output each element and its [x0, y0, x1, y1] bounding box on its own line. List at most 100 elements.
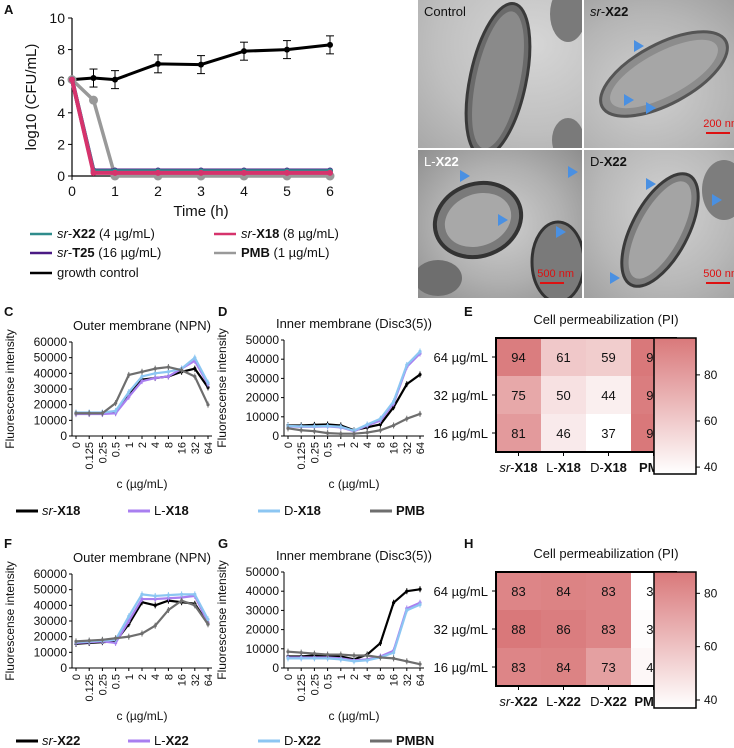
- data-point: [114, 641, 118, 645]
- heatmap-row-label: 16 µg/mL: [434, 660, 488, 675]
- heatmap-title: Cell permeabilization (PI): [533, 312, 678, 327]
- heatmap-value: 83: [511, 584, 525, 599]
- xtick-label: 0.125: [84, 674, 96, 702]
- micrograph-label: sr-X22: [590, 4, 629, 19]
- data-point: [405, 589, 409, 593]
- data-point: [418, 349, 422, 354]
- heatmap-col-label: L-X18: [546, 460, 581, 475]
- data-point: [153, 624, 157, 628]
- heatmap-value: 86: [556, 622, 570, 637]
- data-point: [405, 382, 409, 386]
- panel-letter-C: C: [4, 304, 14, 319]
- panel-letter-G: G: [218, 536, 228, 551]
- bacterium-cell: [550, 0, 582, 42]
- xtick-label: 4: [362, 442, 374, 448]
- heatmap-value: 84: [556, 660, 570, 675]
- data-point: [166, 593, 170, 597]
- data-point: [392, 405, 396, 409]
- data-point: [74, 411, 78, 415]
- legend-label: D-X22: [284, 733, 321, 748]
- ytick-label: 30000: [246, 603, 280, 617]
- data-point: [312, 652, 316, 656]
- ytick-label: 40000: [246, 352, 280, 366]
- scale-label: 500 nm: [537, 268, 574, 280]
- data-point: [286, 656, 290, 661]
- a-ytick-label: 2: [57, 136, 65, 152]
- data-point: [418, 372, 422, 377]
- label-part: D-: [284, 503, 298, 518]
- bacterium-cell: [552, 118, 582, 148]
- a-data-point: [112, 169, 118, 176]
- xlabel: c (µg/mL): [117, 709, 168, 723]
- colorbar-tick-label: 40: [704, 693, 718, 707]
- micrograph-drawing: [599, 30, 729, 118]
- micrograph-label: Control: [424, 4, 466, 19]
- heatmap-col-label: D-X22: [590, 694, 627, 709]
- a-legend-label: sr-T25 (16 µg/mL): [57, 245, 161, 260]
- label-part: X22: [515, 694, 538, 709]
- label-part: D-: [590, 694, 604, 709]
- data-point: [87, 638, 91, 643]
- data-point: [352, 659, 356, 663]
- xtick-label: 32: [190, 674, 202, 686]
- ytick-label: 30000: [34, 382, 68, 396]
- data-point: [140, 592, 144, 596]
- arrow-marker: [498, 214, 508, 226]
- data-point: [140, 379, 144, 383]
- heatmap-row-label: 64 µg/mL: [434, 584, 488, 599]
- label-part: X18: [166, 503, 189, 518]
- bacterium-cytoplasm: [628, 181, 692, 279]
- data-point: [299, 656, 303, 661]
- a-ytick-label: 8: [57, 42, 65, 58]
- heatmap-cell: [541, 376, 586, 414]
- data-point: [312, 429, 316, 433]
- bacterium-cytoplasm: [444, 192, 512, 248]
- label-part: PMB: [396, 503, 425, 518]
- heatmap-value: 37: [601, 426, 615, 441]
- label-part: -: [252, 226, 256, 241]
- data-point: [166, 596, 170, 600]
- panel-letter-D: D: [218, 304, 227, 319]
- ytick-label: 30000: [34, 614, 68, 628]
- heatmap-cell: [541, 572, 586, 610]
- data-point: [153, 594, 157, 598]
- xtick-label: 64: [203, 442, 215, 454]
- data-point: [180, 595, 184, 600]
- xtick-label: 4: [150, 442, 162, 448]
- data-point: [286, 426, 290, 430]
- ylabel: Fluorescense intensity: [3, 561, 17, 680]
- xtick-label: 16: [177, 674, 189, 686]
- label-part: (8 µg/mL): [279, 226, 339, 241]
- xtick-label: 4: [150, 674, 162, 680]
- label-part: D-: [284, 733, 298, 748]
- data-point: [352, 653, 356, 658]
- data-point: [114, 636, 118, 640]
- data-point: [193, 374, 197, 379]
- data-point: [392, 656, 396, 661]
- data-point: [114, 409, 118, 413]
- data-point: [378, 655, 382, 660]
- xlabel: c (µg/mL): [329, 477, 380, 491]
- a-ytick-label: 4: [57, 105, 65, 121]
- xtick-label: 64: [415, 674, 427, 686]
- xtick-label: 0: [283, 674, 295, 680]
- label-part: X22: [558, 694, 581, 709]
- data-point: [352, 429, 356, 433]
- heatmap-value: 59: [601, 350, 615, 365]
- xtick-label: 32: [402, 442, 414, 454]
- bacterium-cell: [418, 260, 462, 296]
- heatmap-cell: [541, 338, 586, 376]
- data-point: [405, 659, 409, 663]
- label-part: (4 µg/mL): [95, 226, 155, 241]
- micrograph-drawing: [418, 166, 582, 298]
- heatmap-row-label: 32 µg/mL: [434, 388, 488, 403]
- ytick-label: 0: [60, 429, 67, 443]
- data-point: [418, 662, 422, 666]
- legend-label: L-X22: [154, 733, 189, 748]
- ytick-label: 40000: [34, 598, 68, 612]
- micrograph-3: L-X22 500 nm: [418, 150, 582, 298]
- data-point: [100, 411, 104, 415]
- heatmap-cell: [586, 414, 631, 452]
- label-part: X22: [57, 733, 80, 748]
- a-xtick-label: 2: [154, 183, 162, 199]
